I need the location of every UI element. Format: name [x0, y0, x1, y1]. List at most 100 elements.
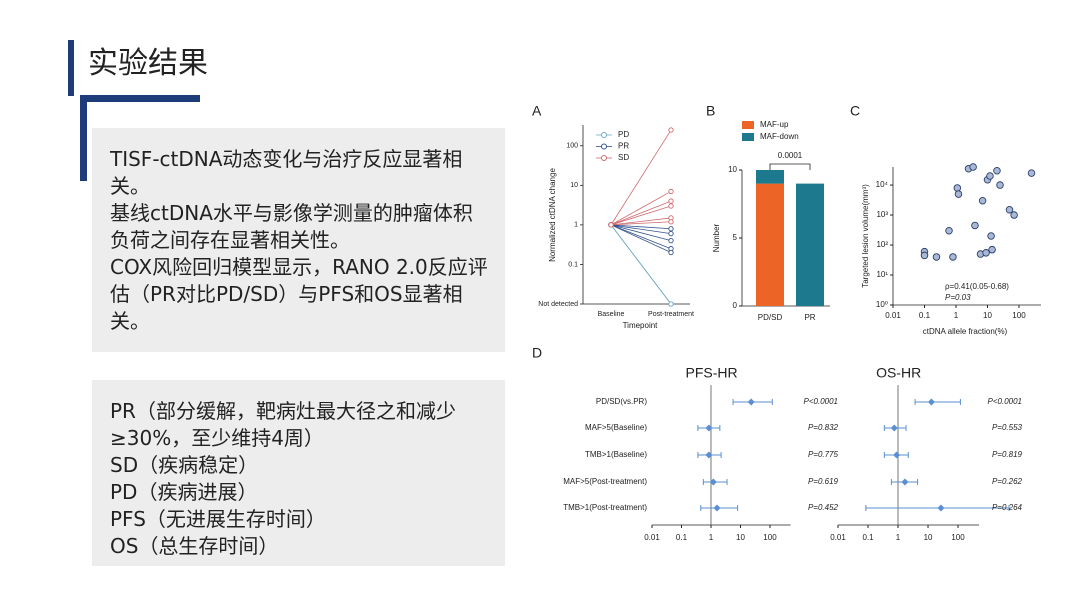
- point: [608, 222, 614, 228]
- series-line: [610, 224, 672, 242]
- point: [890, 424, 898, 432]
- legend-label: PR: [618, 142, 629, 151]
- point: [988, 245, 996, 254]
- x-tick-label: Post-treatment: [648, 311, 694, 318]
- y-axis-label: Normalized ctDNA change: [548, 168, 557, 262]
- point: [668, 188, 674, 195]
- y-tick-label: 10: [728, 165, 737, 174]
- panel-label: A: [532, 103, 542, 119]
- p-value-label: P<0.0001: [804, 397, 838, 406]
- point: [1027, 169, 1036, 177]
- point: [709, 478, 717, 486]
- point: [987, 232, 995, 240]
- point: [954, 190, 963, 198]
- point: [747, 398, 755, 406]
- series-line: [610, 224, 672, 305]
- paragraph: OS（总生存时间）: [110, 534, 279, 558]
- point: [953, 184, 962, 192]
- point: [937, 504, 945, 512]
- series-line: [610, 217, 672, 226]
- corner-bar: [80, 95, 200, 102]
- x-tick-label: Baseline: [598, 311, 625, 318]
- panel-label: D: [532, 345, 542, 361]
- y-axis-label: Targeted lesion volume(mm³): [861, 184, 870, 288]
- y-tick-label: 10³: [876, 210, 888, 219]
- point: [705, 424, 713, 432]
- panel-label: B: [706, 103, 715, 119]
- p-value-label: P=0.832: [808, 423, 839, 432]
- legend-swatch: [742, 133, 754, 141]
- p-value-label: P<0.0001: [988, 397, 1022, 406]
- y-axis-label: Number: [712, 223, 721, 252]
- legend-label: SD: [618, 153, 629, 162]
- y-tick-label: 10²: [876, 240, 888, 249]
- p-value-label: P=0.819: [992, 450, 1023, 459]
- series-line: [610, 224, 672, 250]
- point: [668, 301, 674, 307]
- point: [668, 249, 674, 256]
- x-tick-label: 1: [709, 533, 714, 542]
- paragraph: 基线ctDNA水平与影像学测量的肿瘤体积负荷之间存在显著相关性。: [110, 201, 473, 252]
- point: [945, 226, 953, 235]
- x-tick-label: 0.01: [885, 311, 901, 320]
- y-tick-label: 0: [733, 301, 738, 310]
- x-axis-label: Timepoint: [623, 321, 659, 330]
- series-line: [610, 205, 672, 226]
- annotation: 0.0001: [778, 151, 803, 160]
- series-line: [610, 200, 672, 226]
- row-label: PD/SD(vs.PR): [596, 397, 647, 406]
- row-label: MAF>5(Baseline): [585, 423, 647, 432]
- point: [705, 451, 713, 459]
- point: [893, 451, 901, 459]
- bar-segment: [756, 170, 784, 184]
- paragraph: TISF-ctDNA动态变化与治疗反应显著相关。: [110, 147, 463, 198]
- legend-label: PD: [618, 130, 629, 139]
- p-value-label: P=0.619: [808, 477, 839, 486]
- p-value-label: P=0.553: [992, 423, 1023, 432]
- p-value-label: P=0.775: [808, 450, 839, 459]
- y-tick-label: 100: [566, 143, 578, 150]
- point: [971, 221, 979, 230]
- legend-label: MAF-down: [760, 132, 799, 141]
- point: [668, 226, 674, 232]
- title-accent: [68, 40, 74, 96]
- point: [982, 249, 990, 257]
- chart-title: OS-HR: [876, 365, 921, 381]
- x-axis-label: ctDNA allele fraction(%): [923, 327, 1008, 336]
- x-tick-label: 0.01: [830, 533, 846, 542]
- p-value-label: P=0.262: [992, 477, 1023, 486]
- series-line: [610, 224, 672, 235]
- x-tick-label: 0.01: [644, 533, 660, 542]
- point: [713, 504, 721, 512]
- p-value-label: P=0.264: [992, 503, 1023, 512]
- series-line: [610, 224, 672, 230]
- legend-label: MAF-up: [760, 120, 789, 129]
- bracket: [769, 163, 811, 170]
- summary-box: TISF-ctDNA动态变化与治疗反应显著相关。 基线ctDNA水平与影像学测量…: [92, 128, 505, 352]
- paragraph: PFS（无进展生存时间）: [110, 507, 326, 531]
- point: [986, 172, 994, 180]
- x-tick-label: 0.1: [676, 533, 688, 542]
- x-tick-label: 10: [736, 533, 745, 542]
- point: [978, 196, 987, 205]
- legend-swatch: [742, 121, 754, 129]
- bar-segment: [756, 183, 784, 306]
- annotation: ρ=0.41(0.05-0.68): [945, 282, 1009, 291]
- point: [1010, 211, 1018, 219]
- x-tick-label: 100: [1012, 311, 1026, 320]
- y-tick-label: 1: [574, 222, 578, 229]
- series-line: [610, 224, 672, 253]
- y-tick-label: 5: [733, 233, 738, 242]
- point: [668, 127, 674, 133]
- legend-marker: [601, 132, 607, 138]
- point: [996, 181, 1004, 189]
- p-value-label: P=0.452: [808, 503, 839, 512]
- x-tick-label: 0.1: [919, 311, 931, 320]
- point: [932, 253, 941, 261]
- y-tick-label: 10⁴: [876, 180, 889, 189]
- row-label: MAF>5(Post-treatment): [563, 477, 647, 486]
- paragraph: SD（疾病稳定）: [110, 453, 259, 477]
- x-tick-label: 1: [954, 311, 959, 320]
